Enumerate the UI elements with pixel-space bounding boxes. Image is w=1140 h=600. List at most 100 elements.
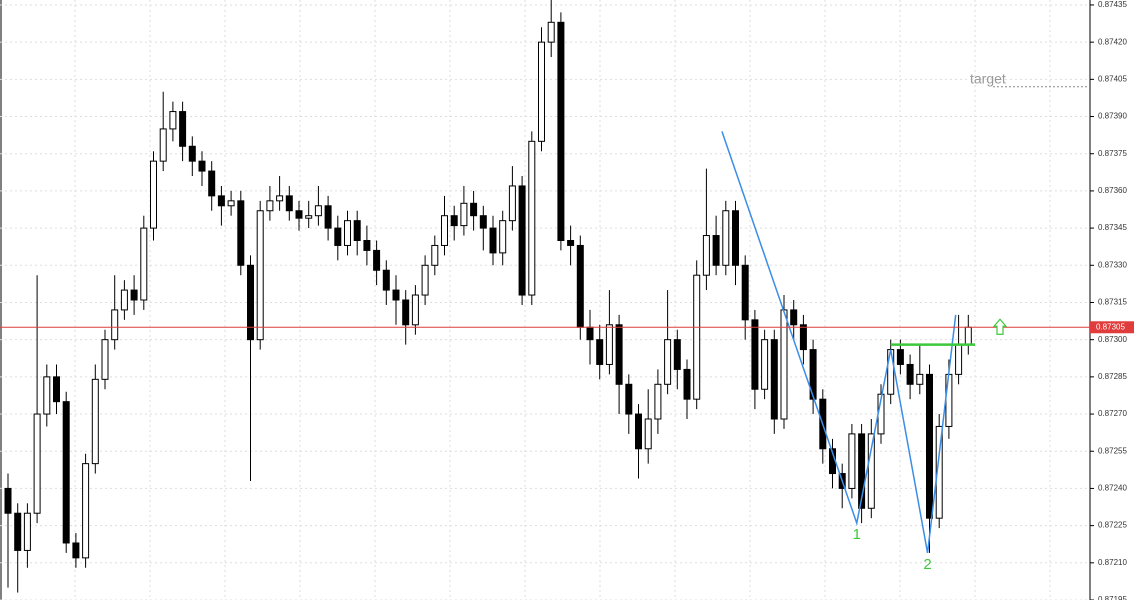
candle-body — [644, 418, 652, 450]
y-tick-label: 0.87195 — [1098, 595, 1127, 600]
candle-body — [945, 373, 953, 427]
candle-body — [538, 41, 545, 142]
candle-body — [867, 433, 875, 509]
candle-body — [140, 227, 148, 301]
y-tick-label: 0.87420 — [1098, 37, 1127, 46]
y-tick-label: 0.87255 — [1098, 446, 1127, 455]
y-tick-label: 0.87390 — [1098, 112, 1127, 121]
candle-body — [586, 326, 594, 341]
candle-body — [489, 227, 497, 254]
candle-body — [693, 274, 701, 400]
candle-body — [576, 244, 584, 328]
candle-body — [955, 344, 963, 375]
pattern-label: 1 — [853, 526, 861, 543]
candle-body — [625, 383, 633, 415]
y-tick-label: 0.87405 — [1098, 74, 1127, 83]
candle-body — [799, 324, 807, 351]
candle-body — [896, 349, 904, 365]
candle-body — [188, 145, 196, 162]
candle-body — [237, 200, 245, 266]
candle-body — [421, 264, 429, 296]
candle-body — [305, 215, 313, 219]
candle-body — [324, 205, 332, 229]
candle-body — [285, 195, 293, 212]
candle-body — [392, 289, 400, 301]
price-label: 0.87305 — [1096, 322, 1125, 331]
candle-body — [858, 433, 866, 509]
candle-body — [741, 264, 749, 321]
y-tick-label: 0.87240 — [1098, 484, 1127, 493]
candle-body — [906, 363, 914, 385]
candle-body — [712, 235, 720, 266]
candle-body — [91, 378, 99, 465]
candle-body — [382, 269, 390, 291]
candle-body — [683, 368, 691, 400]
candle-body — [470, 202, 478, 217]
candle-body — [111, 309, 119, 341]
y-tick-label: 0.87345 — [1098, 223, 1127, 232]
candle-body — [227, 200, 235, 207]
candle-body — [431, 244, 439, 266]
y-tick-label: 0.87270 — [1098, 409, 1127, 418]
y-tick-label: 0.87225 — [1098, 521, 1127, 530]
candle-body — [441, 215, 448, 246]
candle-body — [353, 220, 361, 241]
candle-body — [935, 425, 943, 519]
candle-body — [732, 210, 739, 266]
candle-body — [964, 326, 972, 346]
candle-body — [82, 463, 90, 559]
candle-body — [120, 289, 128, 311]
candle-body — [479, 215, 487, 229]
y-tick-label: 0.87210 — [1098, 558, 1127, 567]
y-tick-label: 0.87285 — [1098, 372, 1127, 381]
candle-body — [654, 383, 662, 420]
candle-body — [673, 339, 681, 370]
candle-body — [411, 294, 419, 326]
candle-body — [373, 249, 381, 271]
candle-body — [247, 264, 254, 341]
candle-body — [23, 512, 31, 551]
candle-body — [344, 220, 351, 246]
pattern-label: 2 — [923, 556, 931, 573]
candle-body — [809, 349, 817, 400]
candle-body — [926, 373, 933, 519]
zigzag-line — [721, 131, 957, 554]
candle-body — [567, 239, 575, 246]
candle-body — [217, 195, 225, 207]
candle-body — [450, 215, 458, 227]
candle-body — [276, 195, 284, 202]
candle-body — [751, 319, 759, 390]
candle-body — [702, 235, 710, 276]
candle-body — [635, 413, 642, 450]
y-tick-label: 0.87300 — [1098, 335, 1127, 344]
candle-body — [528, 140, 536, 296]
y-tick-label: 0.87375 — [1098, 149, 1127, 158]
candle-body — [605, 324, 613, 365]
candle-body — [499, 220, 507, 254]
candle-body — [130, 289, 138, 301]
candle-body — [518, 185, 526, 296]
candle-body — [33, 413, 41, 514]
candle-body — [557, 21, 565, 241]
candle-body — [14, 512, 22, 551]
target-label: target — [970, 70, 1006, 86]
candle-body — [150, 160, 157, 229]
candle-body — [101, 339, 109, 380]
candle-body — [761, 339, 769, 390]
candle-body — [314, 205, 322, 217]
candle-body — [460, 202, 468, 227]
candle-body — [4, 487, 12, 514]
candle-body — [72, 542, 80, 559]
y-tick-label: 0.87435 — [1098, 0, 1127, 9]
candle-body — [363, 239, 371, 251]
candle-body — [780, 309, 788, 420]
candle-body — [208, 170, 216, 197]
candle-body — [295, 210, 303, 219]
candle-body — [334, 227, 342, 246]
candle-body — [169, 111, 177, 130]
candle-body — [722, 210, 730, 266]
candle-body — [770, 339, 778, 420]
candle-body — [664, 339, 672, 385]
candle-body — [62, 401, 70, 544]
